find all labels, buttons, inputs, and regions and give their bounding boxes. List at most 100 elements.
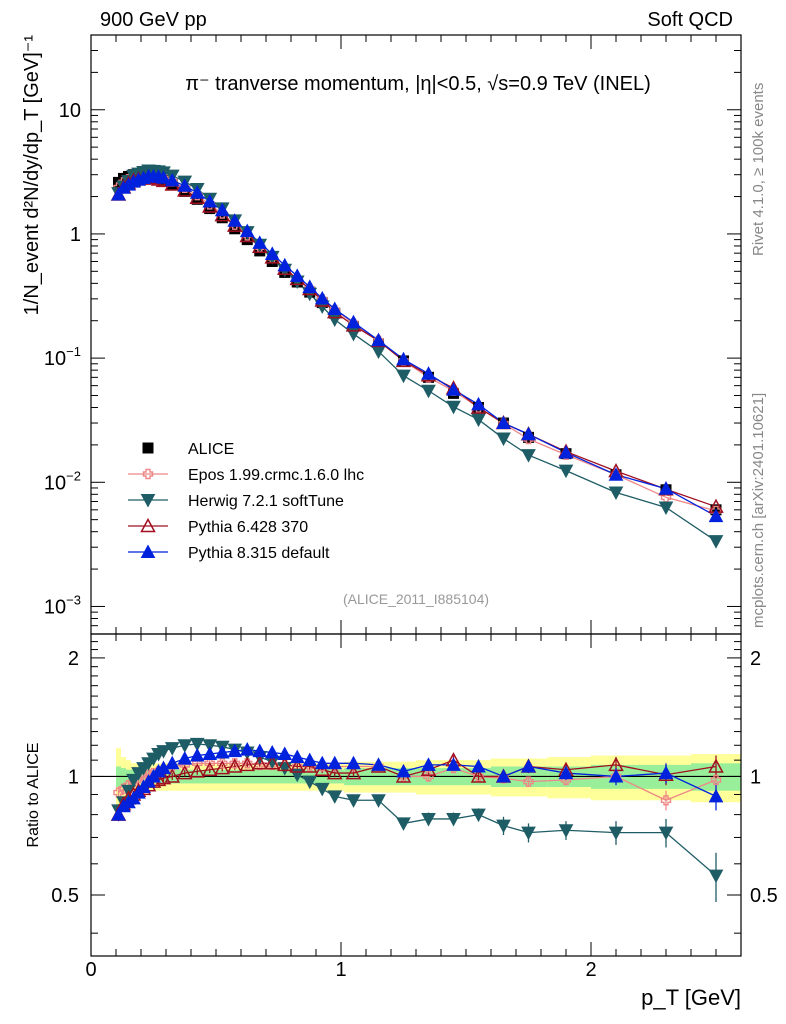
main-marker-pythia (496, 415, 511, 430)
ratio-marker-pythia (201, 761, 218, 776)
ratio-marker-pythia (164, 768, 181, 783)
ratio-tick-label-left: 0.5 (51, 885, 79, 907)
legend-marker (140, 544, 156, 558)
ratio-marker-herwig (302, 775, 318, 790)
ratio-marker-herwig (396, 817, 411, 831)
main-marker-herwig (396, 369, 411, 384)
legend-marker (140, 517, 156, 533)
main-marker-pythia (156, 170, 171, 184)
x-tick-label: 0 (85, 959, 96, 981)
y-tick-label: 10−2 (44, 468, 81, 494)
ratio-marker-pythia (470, 768, 487, 783)
ratio-marker-pythia (214, 760, 231, 775)
ratio-marker-pythia (226, 758, 243, 773)
ratio-marker-pythia (189, 747, 205, 762)
ratio-marker-pythia (277, 746, 293, 761)
series-line-main-herwig (117, 169, 717, 542)
ratio-marker-pythia (177, 751, 193, 765)
ratio-marker-pythia (189, 763, 206, 778)
ratio-marker-herwig (346, 794, 361, 808)
ratio-marker-pythia (326, 764, 343, 780)
y-tick-exponent: −3 (66, 592, 81, 607)
header-right: Soft QCD (647, 9, 733, 31)
ratio-marker-herwig (421, 812, 436, 827)
series-line-main-epos (118, 173, 717, 512)
ratio-marker-herwig (521, 826, 536, 841)
main-marker-herwig (471, 413, 486, 428)
main-marker-pythia (302, 279, 318, 293)
main-marker-herwig (421, 384, 436, 399)
legend-marker (142, 442, 154, 454)
main-marker-pythia (264, 246, 280, 260)
main-marker-pythia (252, 235, 268, 249)
x-tick-label: 2 (585, 959, 596, 981)
ratio-marker-pythia (446, 757, 461, 771)
ratio-marker-pythia (345, 764, 362, 780)
main-marker-pythia (521, 426, 536, 441)
legend-label: Pythia 6.428 370 (188, 519, 308, 536)
y-tick-label: 10 (59, 100, 81, 122)
ratio-marker-epos (660, 795, 672, 806)
ratio-marker-herwig (496, 819, 511, 834)
ratio-axis-title: Ratio to ALICE (25, 743, 42, 848)
ratio-marker-pythia (155, 770, 172, 785)
main-marker-pythia (177, 178, 193, 192)
y-axis-title: 1/N_event d²N/dy/dp_T [GeV]⁻¹ (21, 35, 43, 316)
ratio-marker-epos (229, 758, 240, 769)
main-marker-pythia (558, 445, 574, 459)
legend-label: Epos 1.99.crmc.1.6.0 lhc (188, 467, 364, 484)
ratio-marker-pythia (264, 755, 281, 770)
ratio-marker-pythia (239, 742, 255, 756)
ratio-marker-herwig (608, 826, 624, 841)
ratio-marker-herwig (558, 824, 574, 838)
ratio-marker-epos (523, 776, 534, 787)
main-marker-herwig (327, 313, 343, 328)
main-marker-pythia (327, 301, 343, 316)
legend-marker (142, 468, 154, 480)
ratio-marker-pythia (708, 758, 724, 773)
ratio-marker-pythia (396, 763, 411, 778)
ratio-marker-herwig (202, 739, 218, 753)
main-marker-pythia (446, 382, 461, 396)
series-line-main-pythia (117, 175, 717, 517)
ratio-marker-herwig (658, 826, 674, 841)
ratio-marker-pythia (164, 755, 180, 770)
ratio-marker-pythia (214, 744, 230, 759)
legend-label: ALICE (188, 441, 234, 458)
y-tick-exponent: −2 (66, 468, 81, 483)
main-marker-herwig (708, 535, 724, 549)
ratio-marker-pythia (496, 768, 511, 783)
main-marker-pythia (214, 202, 230, 217)
x-axis-title: p_T [GeV] (641, 985, 741, 1010)
ratio-marker-pythia (176, 764, 193, 780)
ratio-marker-epos (423, 771, 434, 782)
ratio-marker-epos (217, 758, 228, 769)
ratio-marker-pythia (608, 768, 624, 783)
ratio-marker-herwig (156, 745, 171, 759)
ratio-marker-pythia (314, 755, 330, 770)
ratio-marker-pythia (251, 755, 268, 770)
main-marker-pythia (708, 508, 724, 523)
axis-ticks (90, 34, 742, 956)
main-marker-pythia (239, 223, 255, 238)
main-marker-herwig (446, 400, 461, 415)
ratio-marker-pythia (471, 758, 486, 773)
ratio-marker-herwig (177, 739, 193, 753)
ratio-tick-label-left: 2 (68, 648, 79, 670)
y-tick-label: 10−3 (44, 592, 81, 618)
series-markers (110, 164, 724, 884)
ratio-marker-pythia (252, 743, 268, 758)
ratio-marker-pythia (276, 756, 293, 772)
main-marker-pythia (421, 366, 436, 380)
ratio-marker-pythia (289, 758, 306, 773)
main-marker-pythia (396, 351, 411, 366)
main-marker-pythia (608, 467, 624, 481)
ratio-marker-pythia (239, 756, 256, 772)
ratio-marker-pythia (227, 743, 243, 758)
ratio-marker-pythia (327, 755, 343, 770)
plot-title: π⁻ tranverse momentum, |η|<0.5, √s=0.9 T… (185, 73, 651, 95)
ratio-marker-pythia (346, 755, 361, 770)
y-tick-base: 10 (44, 472, 66, 494)
ratio-marker-herwig (371, 794, 386, 808)
